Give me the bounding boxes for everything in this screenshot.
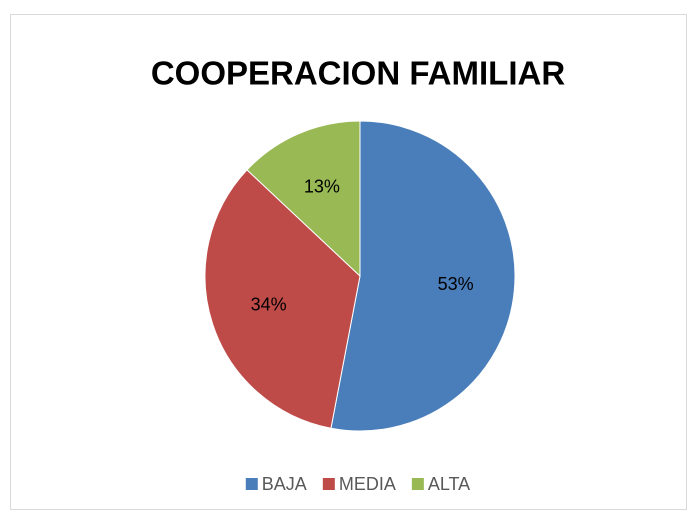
data-label: 34% xyxy=(251,294,287,314)
pie-slice xyxy=(204,169,361,429)
legend-swatch xyxy=(322,478,335,490)
data-label: 13% xyxy=(304,177,340,197)
data-label: 53% xyxy=(438,274,474,294)
legend-swatch xyxy=(245,478,258,490)
legend-label: BAJA xyxy=(262,474,307,494)
pie-slice xyxy=(330,120,516,432)
legend-label: MEDIA xyxy=(339,474,396,494)
chart-title: COOPERACION FAMILIAR xyxy=(151,55,566,92)
legend-label: ALTA xyxy=(428,474,470,494)
pie-slice xyxy=(246,120,361,278)
legend-swatch xyxy=(411,478,424,490)
